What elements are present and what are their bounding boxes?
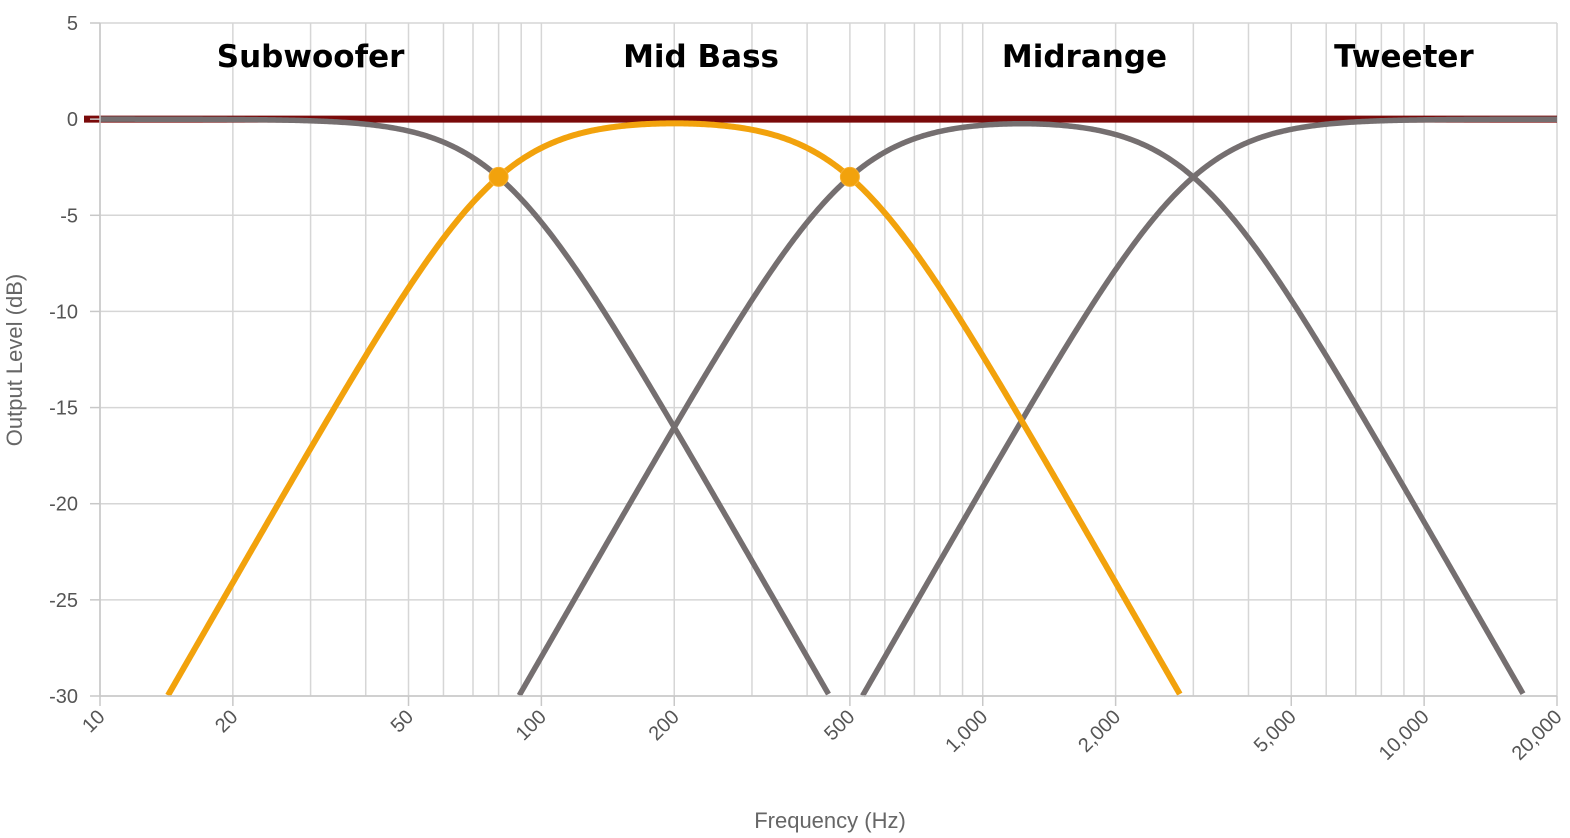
band-label-tweeter: Tweeter [1334, 39, 1474, 75]
y-tick-label: -10 [49, 301, 78, 323]
x-tick-label: 50 [387, 706, 418, 737]
band-label-subwoofer: Subwoofer [217, 39, 405, 75]
x-tick-label: 20,000 [1508, 706, 1567, 765]
series-group [98, 116, 1559, 698]
y-tick-label: -20 [49, 494, 78, 516]
x-tick-label: 10,000 [1375, 706, 1434, 765]
x-tick-label: 100 [512, 706, 551, 745]
band-label-midrange: Midrange [1002, 39, 1167, 75]
x-tick-label: 5,000 [1250, 706, 1301, 757]
y-tick-label: -25 [49, 590, 78, 612]
y-tick-label: -30 [49, 686, 78, 708]
y-tick-label: -5 [60, 205, 78, 227]
y-tick-label: 0 [67, 109, 78, 131]
series-line-lowpass-1 [98, 116, 831, 696]
x-tick-label: 200 [645, 706, 684, 745]
band-labels: Subwoofer Mid Bass Midrange Tweeter [217, 39, 1475, 75]
x-tick-label: 10 [78, 706, 109, 737]
y-axis-title: Output Level (dB) [2, 274, 27, 446]
series-line-bandpass-2 [165, 120, 1183, 697]
series-line-bandpass-3 [516, 120, 1526, 697]
marker-group [488, 166, 860, 187]
y-tick-label: 5 [67, 13, 78, 35]
x-axis-title: Frequency (Hz) [754, 808, 906, 833]
x-tick-label: 500 [820, 706, 859, 745]
x-tick-label: 2,000 [1074, 706, 1125, 757]
x-tick-label: 20 [211, 706, 242, 737]
crossover-marker [488, 166, 509, 187]
series-line-highpass-4 [860, 116, 1559, 698]
x-tick-label: 1,000 [941, 706, 992, 757]
y-tick-label: -15 [49, 398, 78, 420]
crossover-marker [839, 166, 860, 187]
band-label-mid-bass: Mid Bass [623, 39, 779, 75]
